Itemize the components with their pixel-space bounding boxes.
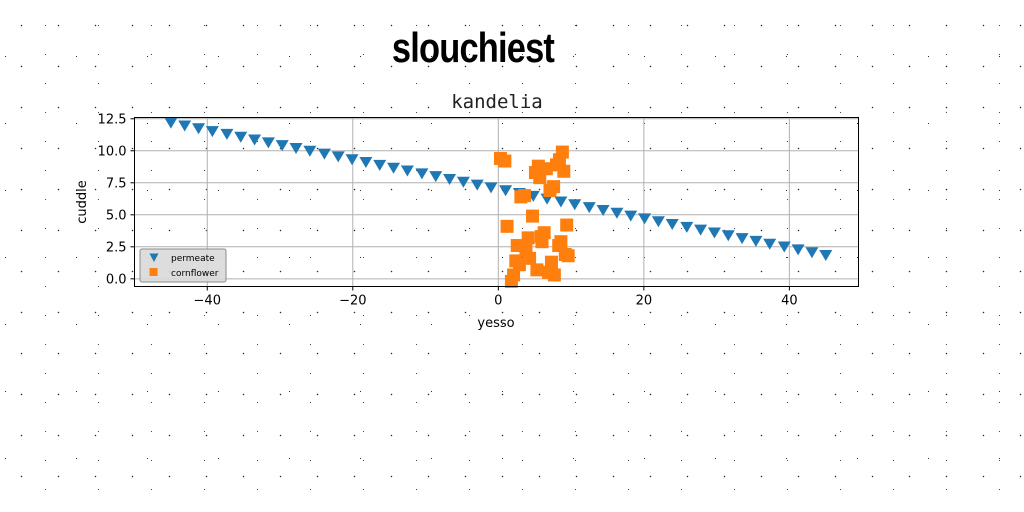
- point-permeate: [248, 134, 262, 146]
- point-permeate: [582, 202, 596, 214]
- point-permeate: [400, 165, 414, 177]
- point-permeate: [331, 151, 345, 163]
- point-cornflower: [554, 235, 568, 249]
- point-cornflower: [555, 145, 569, 159]
- point-cornflower: [521, 231, 535, 245]
- point-permeate: [638, 213, 652, 225]
- point-cornflower: [561, 249, 575, 263]
- x-tick-label: 20: [636, 294, 653, 309]
- point-permeate: [373, 159, 387, 171]
- point-permeate: [345, 154, 359, 166]
- point-cornflower: [547, 180, 561, 194]
- x-tick-label: 0: [494, 294, 502, 309]
- y-tick-label: 7.5: [106, 176, 127, 191]
- point-cornflower: [533, 171, 547, 185]
- point-permeate: [610, 207, 624, 219]
- axis-ticks: −40 −20 0 20 40 0.0 2.5 5.0 7.5 10.0 12.5: [98, 112, 798, 308]
- y-tick-label: 0.0: [106, 272, 127, 287]
- y-tick-label: 5.0: [106, 208, 127, 223]
- point-permeate: [484, 182, 498, 194]
- point-permeate: [275, 140, 289, 152]
- point-permeate: [192, 123, 206, 135]
- point-cornflower: [530, 263, 544, 277]
- point-permeate: [387, 162, 401, 174]
- point-cornflower: [519, 244, 533, 258]
- point-permeate: [819, 250, 833, 262]
- point-permeate: [429, 171, 443, 183]
- x-tick-label: −40: [194, 294, 221, 309]
- point-permeate: [554, 196, 568, 208]
- point-permeate: [791, 244, 805, 256]
- point-permeate: [205, 126, 219, 138]
- y-tick-label: 10.0: [98, 144, 127, 159]
- point-permeate: [303, 145, 317, 157]
- point-cornflower: [544, 255, 558, 269]
- point-permeate: [317, 148, 331, 160]
- point-cornflower: [509, 254, 523, 268]
- point-permeate: [596, 204, 610, 216]
- point-permeate: [624, 210, 638, 222]
- point-cornflower: [535, 235, 549, 249]
- point-permeate: [415, 168, 429, 180]
- y-tick-label: 2.5: [106, 240, 127, 255]
- point-permeate: [164, 117, 178, 129]
- point-permeate: [651, 216, 665, 228]
- chart-title: slouchiest: [391, 24, 555, 71]
- legend-label-permeate: permeate: [171, 254, 215, 264]
- point-cornflower: [498, 154, 512, 168]
- legend-marker-permeate: [149, 253, 159, 262]
- point-cornflower: [547, 268, 561, 282]
- legend: permeate cornflower: [139, 248, 227, 283]
- point-permeate: [568, 199, 582, 211]
- point-cornflower: [526, 209, 540, 223]
- plot-frame: [134, 117, 859, 287]
- x-tick-label: −20: [339, 294, 366, 309]
- point-permeate: [721, 230, 735, 242]
- point-permeate: [261, 137, 275, 149]
- x-axis-label: yesso: [477, 316, 514, 331]
- point-permeate: [456, 176, 470, 188]
- data-points: [164, 117, 833, 288]
- point-permeate: [694, 224, 708, 236]
- point-permeate: [805, 247, 819, 259]
- x-tick-label: 40: [781, 294, 798, 309]
- point-permeate: [680, 221, 694, 233]
- point-permeate: [735, 233, 749, 245]
- point-permeate: [470, 179, 484, 191]
- point-permeate: [499, 185, 513, 197]
- point-cornflower: [560, 218, 574, 232]
- y-axis-label: cuddle: [75, 180, 90, 224]
- point-cornflower: [500, 219, 514, 233]
- point-permeate: [777, 241, 791, 253]
- point-permeate: [707, 227, 721, 239]
- legend-box: [139, 248, 227, 283]
- point-permeate: [178, 120, 192, 132]
- legend-label-cornflower: cornflower: [171, 269, 219, 279]
- point-cornflower: [504, 274, 518, 288]
- legend-marker-cornflower: [149, 268, 158, 276]
- point-permeate: [289, 142, 303, 154]
- y-tick-label: 12.5: [98, 112, 127, 127]
- point-permeate: [234, 131, 248, 143]
- point-cornflower: [518, 189, 532, 203]
- point-permeate: [665, 219, 679, 231]
- point-permeate: [763, 238, 777, 250]
- point-permeate: [443, 173, 457, 185]
- chart-subtitle: kandelia: [451, 91, 543, 113]
- point-cornflower: [557, 164, 571, 178]
- grid-lines: [134, 117, 859, 287]
- point-permeate: [749, 235, 763, 247]
- point-permeate: [220, 128, 234, 140]
- point-permeate: [359, 157, 373, 169]
